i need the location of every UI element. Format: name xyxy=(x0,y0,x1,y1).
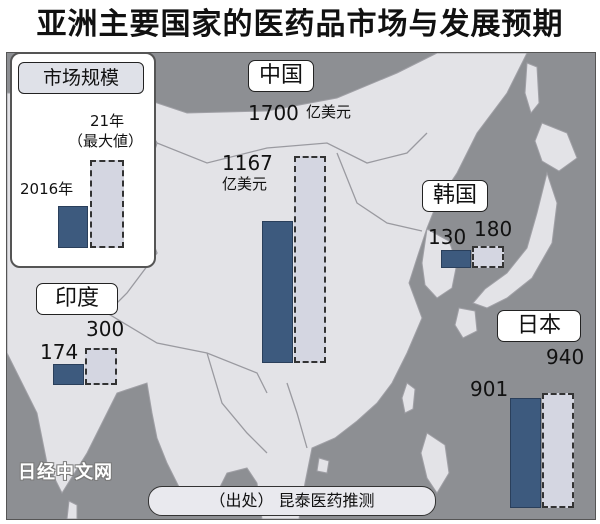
legend-bar-2016 xyxy=(58,206,88,248)
country-label-japan: 日本 xyxy=(497,310,581,342)
bar-2021-india xyxy=(85,348,117,385)
value-2016-korea: 130 xyxy=(428,225,467,249)
legend-label-2021: 21年 xyxy=(90,112,125,130)
bar-2016-korea xyxy=(441,250,471,268)
bar-2016-china xyxy=(262,221,293,363)
page-title: 亚洲主要国家的医药品市场与发展预期 xyxy=(36,7,564,42)
value-2016-india: 174 xyxy=(40,340,79,364)
sri-lanka xyxy=(66,500,78,519)
country-label-china: 中国 xyxy=(248,60,314,92)
sakhalin xyxy=(524,62,540,115)
source-note: （出处） 昆泰医药推测 xyxy=(148,486,436,516)
philippines xyxy=(420,432,450,494)
country-label-india: 印度 xyxy=(36,283,118,315)
legend-label-2016: 2016年 xyxy=(20,180,74,198)
legend-label-2021-note: （最大値） xyxy=(68,132,144,150)
bar-2021-japan xyxy=(542,393,574,508)
japan-honshu xyxy=(472,171,558,309)
unit-2016-china: 亿美元 xyxy=(222,175,268,193)
taiwan xyxy=(401,382,416,414)
korean-peninsula xyxy=(421,228,458,299)
japan-hokkaido xyxy=(534,122,578,172)
value-2021-china: 1700 xyxy=(248,101,299,125)
legend: 市场规模 21年 （最大値） 2016年 xyxy=(10,52,156,268)
bar-2021-korea xyxy=(472,246,504,268)
bar-2016-japan xyxy=(510,398,541,508)
value-2021-india: 300 xyxy=(86,317,125,341)
value-2016-japan: 901 xyxy=(470,377,509,401)
watermark-logo: 日经中文网 xyxy=(18,462,113,483)
japan-kyushu xyxy=(454,307,478,339)
hainan xyxy=(316,457,330,474)
legend-title: 市场规模 xyxy=(18,62,144,94)
legend-bar-2021 xyxy=(90,160,124,248)
bar-2016-india xyxy=(53,364,84,385)
unit-2021-china: 亿美元 xyxy=(306,103,352,121)
value-2021-japan: 940 xyxy=(546,345,585,369)
value-2021-korea: 180 xyxy=(474,217,513,241)
bar-2021-china xyxy=(294,156,326,363)
country-label-korea: 韩国 xyxy=(422,180,488,212)
value-2016-china: 1167 xyxy=(222,151,273,175)
